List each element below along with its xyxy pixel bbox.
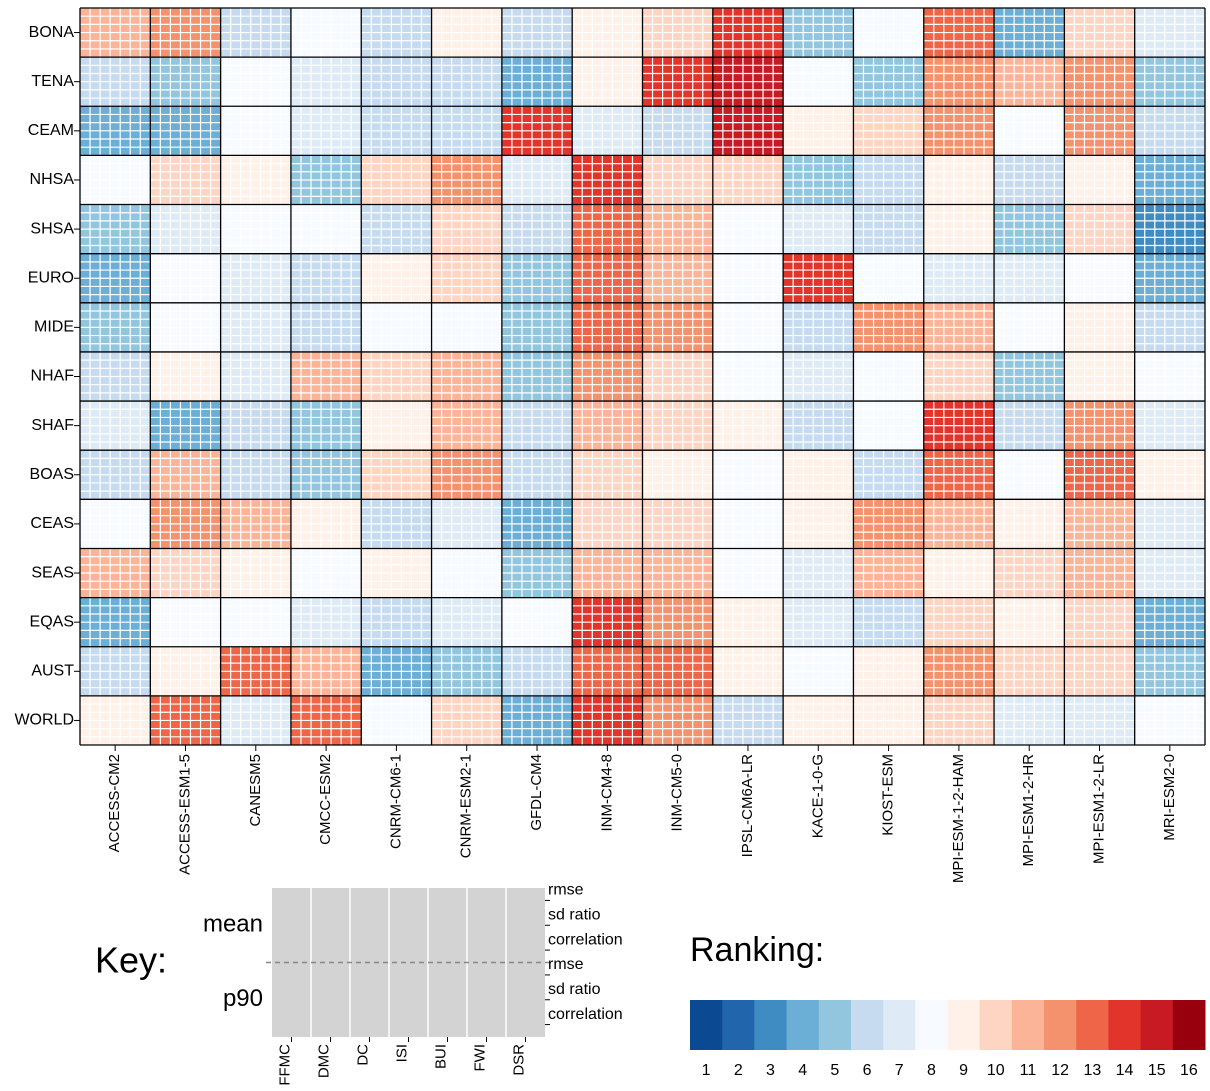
legend-label: 5 (830, 1062, 839, 1079)
legend-swatch (1011, 1000, 1045, 1050)
legend-label: 2 (734, 1062, 743, 1079)
y-tick-label: SHSA (30, 220, 74, 237)
legend-title: Ranking: (690, 931, 824, 969)
legend-label: 15 (1148, 1062, 1166, 1079)
legend-swatch (850, 1000, 884, 1050)
x-tick-label: CANESM5 (247, 754, 264, 827)
legend-swatch (1140, 1000, 1174, 1050)
x-tick-label: KIOST-ESM (880, 754, 897, 836)
key-index-label: ISI (393, 1044, 410, 1062)
legend-swatch (1044, 1000, 1077, 1050)
legend-swatch (1108, 1000, 1142, 1050)
y-tick-label: MIDE (34, 319, 74, 336)
y-tick-label: CEAM (28, 122, 74, 139)
legend-swatch (947, 1000, 981, 1050)
x-tick-label: MPI-ESM1-2-LR (1091, 754, 1108, 864)
x-tick-label: MRI-ESM2-0 (1161, 754, 1178, 841)
legend-swatch (979, 1000, 1013, 1050)
key-group-label: mean (203, 911, 263, 938)
y-tick-label: BONA (29, 24, 75, 41)
x-tick-label: ACCESS-ESM1-5 (176, 754, 193, 875)
y-tick-label: SHAF (31, 417, 74, 434)
legend-label: 14 (1116, 1062, 1134, 1079)
legend-swatch (722, 1000, 755, 1050)
key-metric-label: sd ratio (548, 981, 601, 998)
y-tick-label: WORLD (14, 712, 74, 729)
legend-label: 16 (1180, 1062, 1198, 1079)
legend-swatch (1076, 1000, 1109, 1050)
key-index-label: FWI (471, 1044, 488, 1072)
legend-label: 7 (895, 1062, 904, 1079)
legend-label: 3 (766, 1062, 775, 1079)
x-tick-label: ACCESS-CM2 (106, 754, 123, 852)
x-tick-label: KACE-1-0-G (809, 754, 826, 838)
x-tick-label: INM-CM5-0 (669, 754, 686, 832)
legend-swatch (754, 1000, 788, 1050)
legend-label: 12 (1051, 1062, 1069, 1079)
y-tick-label: SEAS (31, 564, 74, 581)
x-tick-label: INM-CM4-8 (598, 754, 615, 832)
legend-swatch (818, 1000, 852, 1050)
legend-label: 11 (1020, 1062, 1037, 1079)
x-tick-label: CNRM-ESM2-1 (458, 754, 475, 858)
y-tick-label: TENA (31, 73, 74, 90)
key-group-label: p90 (223, 985, 263, 1012)
y-tick-label: NHAF (30, 368, 74, 385)
key-metric-label: rmse (548, 956, 584, 973)
y-tick-label: BOAS (30, 466, 74, 483)
key-index-label: DC (354, 1044, 371, 1066)
key-metric-label: correlation (548, 931, 623, 948)
key-index-label: DMC (315, 1044, 332, 1078)
y-tick-label: CEAS (30, 515, 74, 532)
legend-label: 6 (863, 1062, 872, 1079)
y-tick-label: EURO (28, 269, 74, 286)
x-tick-label: IPSL-CM6A-LR (739, 754, 756, 858)
x-tick-label: CNRM-CM6-1 (387, 754, 404, 849)
x-tick-label: CMCC-ESM2 (317, 754, 334, 845)
legend-label: 13 (1083, 1062, 1101, 1079)
legend-swatch (883, 1000, 916, 1050)
legend-swatch (915, 1000, 948, 1050)
key-index-label: DSR (510, 1044, 527, 1076)
legend-label: 4 (798, 1062, 807, 1079)
x-tick-label: MPI-ESM-1-2-HAM (950, 754, 967, 883)
legend-swatch (690, 1000, 723, 1050)
key-metric-label: rmse (548, 882, 584, 899)
key-metric-label: correlation (548, 1006, 623, 1023)
y-tick-label: NHSA (30, 171, 75, 188)
y-tick-label: AUST (31, 663, 74, 680)
key-metric-label: sd ratio (548, 906, 601, 923)
y-tick-label: EQAS (30, 613, 74, 630)
key-index-label: BUI (432, 1044, 449, 1069)
legend-swatch (786, 1000, 820, 1050)
legend-label: 8 (927, 1062, 936, 1079)
key-grid (272, 888, 545, 1037)
key-title: Key: (95, 940, 167, 981)
legend-swatch (1172, 1000, 1206, 1050)
legend-label: 9 (959, 1062, 968, 1079)
key-index-label: FFMC (276, 1044, 293, 1086)
legend-label: 10 (987, 1062, 1005, 1079)
legend-label: 1 (702, 1062, 711, 1079)
x-tick-label: GFDL-CM4 (528, 754, 545, 831)
x-tick-label: MPI-ESM1-2-HR (1020, 754, 1037, 867)
